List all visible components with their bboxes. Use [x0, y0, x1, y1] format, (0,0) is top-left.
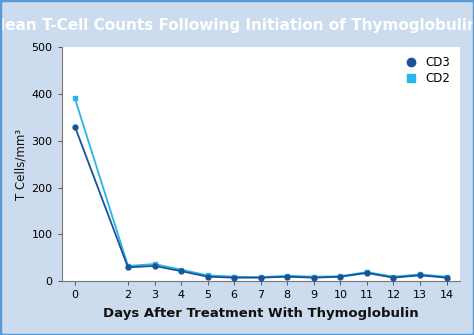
CD2: [337, 274, 343, 278]
CD3: [391, 276, 396, 280]
CD3: [417, 273, 423, 277]
CD3: [337, 275, 343, 279]
CD2: [444, 275, 449, 279]
Text: Mean T-Cell Counts Following Initiation of Thymoglobulin¹: Mean T-Cell Counts Following Initiation …: [0, 18, 474, 34]
CD3: [364, 271, 370, 275]
Line: CD3: CD3: [73, 124, 449, 280]
CD3: [284, 275, 290, 279]
CD3: [152, 264, 157, 268]
CD3: [205, 275, 210, 279]
CD2: [258, 275, 264, 279]
CD2: [178, 268, 184, 272]
CD2: [125, 264, 131, 268]
CD3: [444, 276, 449, 280]
CD3: [258, 276, 264, 280]
CD3: [231, 276, 237, 280]
X-axis label: Days After Treatment With Thymoglobulin: Days After Treatment With Thymoglobulin: [103, 308, 419, 320]
CD2: [311, 275, 317, 279]
CD3: [125, 265, 131, 269]
CD2: [231, 275, 237, 279]
CD2: [205, 273, 210, 277]
Line: CD2: CD2: [73, 96, 449, 280]
CD3: [311, 276, 317, 280]
Legend: CD3, CD2: CD3, CD2: [396, 53, 454, 89]
CD2: [152, 262, 157, 266]
CD3: [178, 269, 184, 273]
Y-axis label: T Cells/mm³: T Cells/mm³: [14, 129, 27, 200]
CD2: [72, 96, 78, 100]
CD3: [72, 125, 78, 129]
CD2: [391, 275, 396, 279]
CD2: [417, 272, 423, 276]
CD2: [364, 270, 370, 274]
CD2: [284, 274, 290, 278]
